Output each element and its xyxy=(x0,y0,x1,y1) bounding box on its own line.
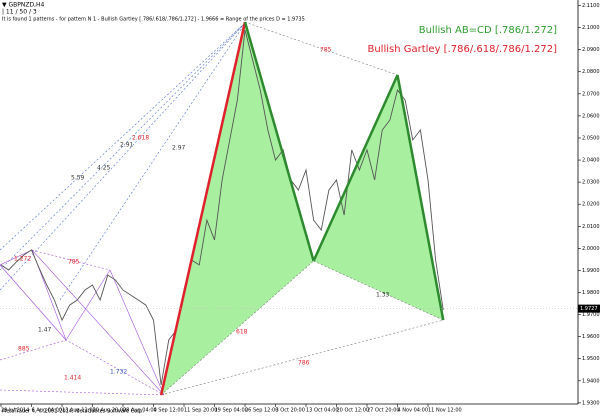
pattern-leg xyxy=(243,21,315,262)
ratio-label: 885 xyxy=(18,346,30,353)
ratio-line xyxy=(161,319,444,396)
ratio-label: 5.59 xyxy=(71,175,85,182)
x-tick-label: 13 Oct 04:00 xyxy=(306,408,339,414)
subtitle: | 11 / 50 / 3 xyxy=(2,9,37,16)
y-tick-label: 2.0500 xyxy=(582,135,600,141)
y-tick-label: 2.0400 xyxy=(582,158,600,164)
ratio-label: 785 xyxy=(320,47,332,54)
x-tick-label: 20 Aug 20:00 xyxy=(93,408,127,414)
pattern-leg xyxy=(396,74,445,321)
x-tick-label: 11 Sep 20:00 xyxy=(184,408,217,414)
pattern-leg xyxy=(159,21,247,396)
pattern-leg xyxy=(312,74,399,262)
pattern-fill xyxy=(313,75,444,321)
ratio-label: 2.97 xyxy=(172,145,186,152)
y-tick-label: 2.1000 xyxy=(582,25,600,31)
y-tick-label: 2.0900 xyxy=(582,47,600,53)
y-tick-label: 1.9900 xyxy=(582,268,600,274)
x-tick-label: 3 Oct 20:00 xyxy=(276,408,305,414)
ratio-label: 785 xyxy=(68,259,80,266)
x-tick-label: 27 Oct 20:00 xyxy=(367,408,400,414)
y-tick-label: 1.9500 xyxy=(582,356,600,362)
ratio-label: 1.272 xyxy=(14,256,31,263)
ratio-line xyxy=(160,260,314,396)
legend-entry: Bullish Gartley [.786/.618/.786/1.272] xyxy=(367,44,557,55)
old-pattern-lines xyxy=(0,21,247,396)
y-tick-label: 2.1100 xyxy=(582,3,600,9)
current-price-box xyxy=(578,304,600,313)
x-tick-label: 20 Oct 12:00 xyxy=(337,408,370,414)
ratio-label: 618 xyxy=(236,329,248,336)
y-tick-label: 2.0800 xyxy=(582,69,600,75)
y-tick-label: 2.0600 xyxy=(582,113,600,119)
y-tick-label: 2.0700 xyxy=(582,91,600,97)
ratio-label: 1.732 xyxy=(110,369,127,376)
x-tick-label: 28 Aug 04:00 xyxy=(123,408,157,414)
y-tick-label: 2.0200 xyxy=(582,202,600,208)
ratio-label: 4.25 xyxy=(97,165,111,172)
ratio-label: 786 xyxy=(298,360,310,367)
ratio-label: 1.47 xyxy=(38,327,52,334)
ratio-label: 2.618 xyxy=(132,135,149,142)
x-tick-label: 13 Aug 12:00 xyxy=(62,408,96,414)
y-tick-label: 2.0300 xyxy=(582,180,600,186)
x-tick-label: 19 Sep 04:00 xyxy=(215,408,248,414)
x-tick-label: 4 Sep 12:00 xyxy=(154,408,184,414)
y-tick-label: 1.9300 xyxy=(582,400,600,406)
y-tick-label: 1.9600 xyxy=(582,334,600,340)
ratio-label: 1.414 xyxy=(64,375,81,382)
pattern-fill xyxy=(161,22,314,395)
x-tick-label: 6 Aug 04:00 xyxy=(32,408,63,414)
ratio-line xyxy=(244,21,398,76)
footer: MetaTrader 4, © 2001-2014, MetaQuotes So… xyxy=(2,408,144,415)
info: It is found 1 patterns - for pattern N 1… xyxy=(2,17,305,23)
y-tick-label: 1.9700 xyxy=(582,312,600,318)
ratio-label: 2.91 xyxy=(120,142,134,149)
x-tick-label: 11 Nov 12:00 xyxy=(428,408,462,414)
x-tick-label: 4 Nov 04:00 xyxy=(398,408,429,414)
y-tick-label: 2.0000 xyxy=(582,246,600,252)
y-tick-label: 1.9400 xyxy=(582,378,600,384)
x-tick-label: 26 Sep 12:00 xyxy=(245,408,278,414)
symbol: ▼ GBPNZD,H4 xyxy=(2,2,45,9)
price-line xyxy=(0,29,444,386)
ratio-label: 1.33 xyxy=(376,292,390,299)
current-price-label: 1.9727 xyxy=(580,306,598,312)
y-tick-label: 1.9800 xyxy=(582,290,600,296)
y-tick-label: 2.0100 xyxy=(582,224,600,230)
legend-entry: Bullish AB=CD [.786/1.272] xyxy=(419,25,557,36)
x-tick-label: 29 Jul 2014 xyxy=(1,408,29,414)
